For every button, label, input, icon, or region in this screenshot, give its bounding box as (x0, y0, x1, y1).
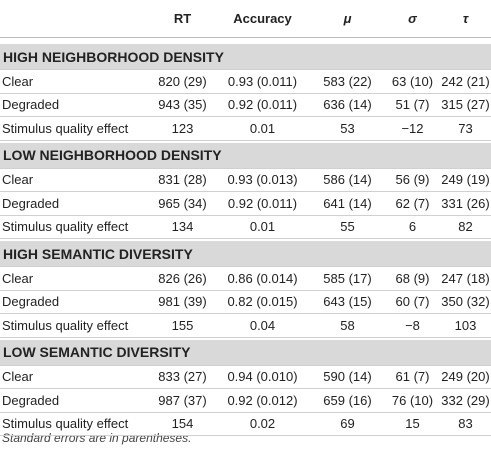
footnote: Standard errors are in parentheses. (2, 431, 192, 445)
table-cell: 987 (37) (158, 392, 207, 408)
table-cell: 350 (32) (441, 294, 490, 310)
table-row: Degraded 987 (37) 0.92 (0.012) 659 (16) 76 (… (0, 389, 491, 413)
row-label: Clear (2, 270, 34, 286)
header-row: RT Accuracy μ σ τ (0, 0, 491, 38)
row-label: Stimulus quality effect (2, 416, 129, 432)
table-cell: 943 (35) (158, 97, 207, 113)
table-cell: 0.04 (249, 317, 276, 333)
table-cell: 6 (408, 219, 417, 235)
table-cell: 0.92 (0.011) (227, 195, 298, 211)
table-cell: 56 (9) (395, 172, 430, 188)
table-cell: 332 (29) (441, 392, 490, 408)
table-cell: 315 (27) (441, 97, 490, 113)
table-cell: 643 (15) (323, 294, 372, 310)
table-cell: 0.86 (0.014) (227, 270, 298, 286)
table-cell: 69 (340, 416, 355, 432)
table-cell: 249 (19) (441, 172, 490, 188)
table-cell: 981 (39) (158, 294, 207, 310)
table-cell: 636 (14) (323, 97, 372, 113)
table-cell: 76 (10) (391, 392, 434, 408)
table-cell: 60 (7) (395, 294, 430, 310)
table-cell: 155 (171, 317, 194, 333)
table-cell: 134 (171, 219, 194, 235)
table-row: Degraded 981 (39) 0.82 (0.015) 643 (15) 60 (… (0, 291, 491, 314)
table-row: Clear 831 (28) 0.93 (0.013) 586 (14) 56 (9) 2… (0, 169, 491, 192)
table-row: Stimulus quality effect 155 0.04 58 −8 103 (0, 314, 491, 338)
table-cell: 0.01 (249, 219, 276, 235)
table-cell: 833 (27) (158, 369, 207, 385)
table-cell: 82 (458, 219, 473, 235)
row-label: Clear (2, 369, 34, 385)
column-header: Accuracy (233, 11, 292, 26)
section-header: LOW NEIGHBORHOOD DENSITY (0, 142, 491, 169)
table-cell: 62 (7) (395, 195, 430, 211)
table-cell: 0.92 (0.011) (227, 97, 298, 113)
table-cell: 0.94 (0.010) (227, 369, 298, 385)
table-cell: 53 (340, 120, 355, 136)
row-label: Degraded (2, 294, 60, 310)
table-cell: 249 (20) (441, 369, 490, 385)
table-cell: 0.01 (249, 120, 276, 136)
table-cell: 820 (29) (158, 73, 207, 89)
table-cell: 247 (18) (441, 270, 490, 286)
table-row: Stimulus quality effect 123 0.01 53 −12 73 (0, 117, 491, 141)
row-label: Clear (2, 172, 34, 188)
row-label: Stimulus quality effect (2, 317, 129, 333)
table-cell: 55 (340, 219, 355, 235)
table-cell: 103 (454, 317, 477, 333)
table-cell: 659 (16) (323, 392, 372, 408)
table-row: Clear 820 (29) 0.93 (0.011) 583 (22) 63 (10)… (0, 70, 491, 94)
table-cell: −12 (401, 120, 424, 136)
table-cell: 242 (21) (441, 73, 490, 89)
table-cell: 586 (14) (323, 172, 372, 188)
table-row: Degraded 965 (34) 0.92 (0.011) 641 (14) 62 (… (0, 192, 491, 216)
section-header: HIGH NEIGHBORHOOD DENSITY (0, 44, 491, 70)
table-cell: 61 (7) (395, 369, 430, 385)
table-row: Stimulus quality effect 134 0.01 55 6 82 (0, 216, 491, 239)
section-header: HIGH SEMANTIC DIVERSITY (0, 241, 491, 267)
column-header: τ (462, 11, 469, 26)
table-cell: 0.82 (0.015) (227, 294, 298, 310)
table-cell: 123 (171, 120, 194, 136)
table-row: Clear 826 (26) 0.86 (0.014) 585 (17) 68 (9) 2… (0, 267, 491, 291)
table-cell: 331 (26) (441, 195, 490, 211)
section-header: LOW SEMANTIC DIVERSITY (0, 339, 491, 366)
row-label: Degraded (2, 97, 60, 113)
table-cell: −8 (405, 317, 420, 333)
table-cell: 826 (26) (158, 270, 207, 286)
column-header: RT (173, 11, 192, 26)
table-cell: 0.92 (0.012) (227, 392, 298, 408)
row-label: Degraded (2, 392, 60, 408)
table-cell: 590 (14) (323, 369, 372, 385)
table-cell: 58 (340, 317, 355, 333)
row-label: Clear (2, 73, 34, 89)
table-cell: 73 (458, 120, 473, 136)
table-row: Degraded 943 (35) 0.92 (0.011) 636 (14) 51 (… (0, 94, 491, 117)
table-cell: 0.93 (0.011) (227, 73, 298, 89)
table-cell: 641 (14) (323, 195, 372, 211)
table-cell: 0.93 (0.013) (227, 172, 298, 188)
column-header: μ (343, 11, 352, 26)
row-label: Degraded (2, 195, 60, 211)
column-header: σ (408, 11, 417, 26)
table-cell: 965 (34) (158, 195, 207, 211)
table-row: Stimulus quality effect 154 0.02 69 15 83 (0, 413, 491, 436)
table-row: Clear 833 (27) 0.94 (0.010) 590 (14) 61 (7) 2… (0, 366, 491, 389)
table-cell: 583 (22) (323, 73, 372, 89)
table-cell: 68 (9) (395, 270, 430, 286)
table-cell: 0.02 (249, 416, 276, 432)
table-cell: 15 (405, 416, 420, 432)
table-cell: 51 (7) (395, 97, 430, 113)
table-cell: 83 (458, 416, 473, 432)
table-cell: 63 (10) (391, 73, 434, 89)
table-cell: 154 (171, 416, 194, 432)
table-cell: 831 (28) (158, 172, 207, 188)
row-label: Stimulus quality effect (2, 219, 129, 235)
table-cell: 585 (17) (323, 270, 372, 286)
row-label: Stimulus quality effect (2, 120, 129, 136)
